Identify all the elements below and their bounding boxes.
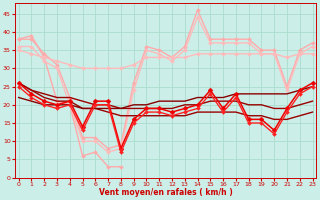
X-axis label: Vent moyen/en rafales ( km/h ): Vent moyen/en rafales ( km/h ) — [99, 188, 232, 197]
